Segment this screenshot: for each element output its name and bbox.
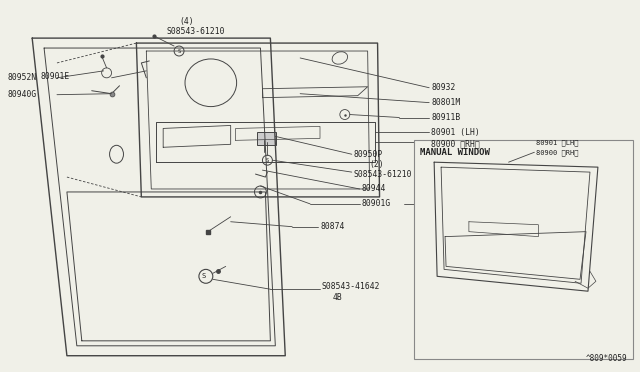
Text: S: S <box>202 273 206 279</box>
Text: (4): (4) <box>179 17 194 26</box>
Text: 80801M: 80801M <box>431 98 460 107</box>
Text: S08543-61210: S08543-61210 <box>166 27 225 36</box>
Text: 80940G: 80940G <box>7 90 36 99</box>
Text: 80900 〈RH〉: 80900 〈RH〉 <box>431 140 480 149</box>
Text: S08543-61210: S08543-61210 <box>354 170 412 179</box>
Text: 80950P: 80950P <box>354 150 383 159</box>
Text: 4B: 4B <box>333 293 342 302</box>
Text: 80901G: 80901G <box>362 199 391 208</box>
Text: 80901 〈LH〉: 80901 〈LH〉 <box>536 139 579 145</box>
Text: (2): (2) <box>370 160 384 169</box>
Text: S: S <box>266 158 269 163</box>
Text: 80932: 80932 <box>431 83 456 92</box>
Text: S: S <box>177 48 180 54</box>
Text: MANUAL WINDOW: MANUAL WINDOW <box>420 148 490 157</box>
Text: 80900 〈RH〉: 80900 〈RH〉 <box>536 149 579 155</box>
Text: 80901E: 80901E <box>40 72 69 81</box>
Text: S08543-41642: S08543-41642 <box>322 282 381 291</box>
Bar <box>414 140 633 359</box>
FancyBboxPatch shape <box>257 132 276 145</box>
Text: 80944: 80944 <box>362 185 386 193</box>
Text: 80952N: 80952N <box>7 73 36 82</box>
Text: ^809*0059: ^809*0059 <box>586 354 628 363</box>
Text: 80874: 80874 <box>320 222 344 231</box>
Text: 80901 (LH): 80901 (LH) <box>431 128 480 137</box>
Text: 80911B: 80911B <box>431 113 460 122</box>
